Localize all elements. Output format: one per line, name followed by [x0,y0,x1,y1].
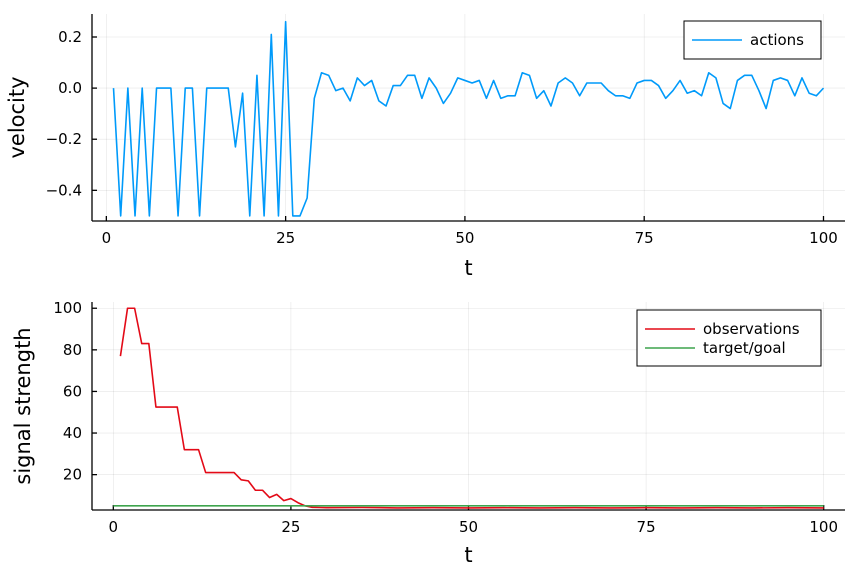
y-axis-label: signal strength [11,327,35,484]
x-tick-label: 25 [276,229,295,247]
legend-entry: target/goal [703,339,786,357]
legend-entry: actions [750,31,804,49]
y-tick-label: 100 [53,299,82,317]
x-tick-label: 100 [809,229,838,247]
x-tick-label: 0 [109,518,119,536]
legend-entry: observations [703,320,800,338]
x-tick-label: 50 [455,229,474,247]
x-axis-label: t [464,256,472,280]
y-tick-label: −0.4 [46,181,82,199]
velocity-panel: 0 25 50 75 100 −0.4 −0.2 0.0 0.2 t velocity actions [5,14,845,280]
y-tick-label: 0.2 [58,28,82,46]
y-tick-label: −0.2 [46,130,82,148]
x-tick-label: 100 [809,518,838,536]
y-tick-label: 0.0 [58,79,82,97]
y-axis-label: velocity [5,76,29,158]
x-tick-label: 75 [635,229,654,247]
y-tick-label: 20 [63,466,82,484]
x-tick-label: 25 [281,518,300,536]
signal-strength-panel: 0 25 50 75 100 20 40 60 80 100 t signal strength obs… [11,299,845,567]
y-tick-label: 60 [63,382,82,400]
x-tick-label: 75 [637,518,656,536]
y-tick-label: 40 [63,424,82,442]
series-line-actions [112,20,825,217]
series-line-observations [119,307,824,509]
x-tick-label: 0 [102,229,112,247]
legend-box [636,309,822,367]
x-tick-label: 50 [459,518,478,536]
x-axis-label: t [464,543,472,567]
y-tick-label: 80 [63,341,82,359]
